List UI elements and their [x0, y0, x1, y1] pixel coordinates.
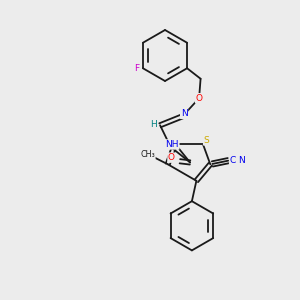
- Text: F: F: [134, 64, 139, 73]
- Text: CH₃: CH₃: [140, 150, 155, 159]
- Text: O: O: [196, 94, 202, 103]
- Text: H: H: [150, 120, 157, 129]
- Text: NH: NH: [165, 140, 179, 149]
- Text: O: O: [168, 153, 175, 162]
- Text: S: S: [204, 136, 209, 145]
- Text: C: C: [230, 156, 236, 165]
- Text: N: N: [238, 156, 245, 165]
- Text: N: N: [181, 109, 188, 118]
